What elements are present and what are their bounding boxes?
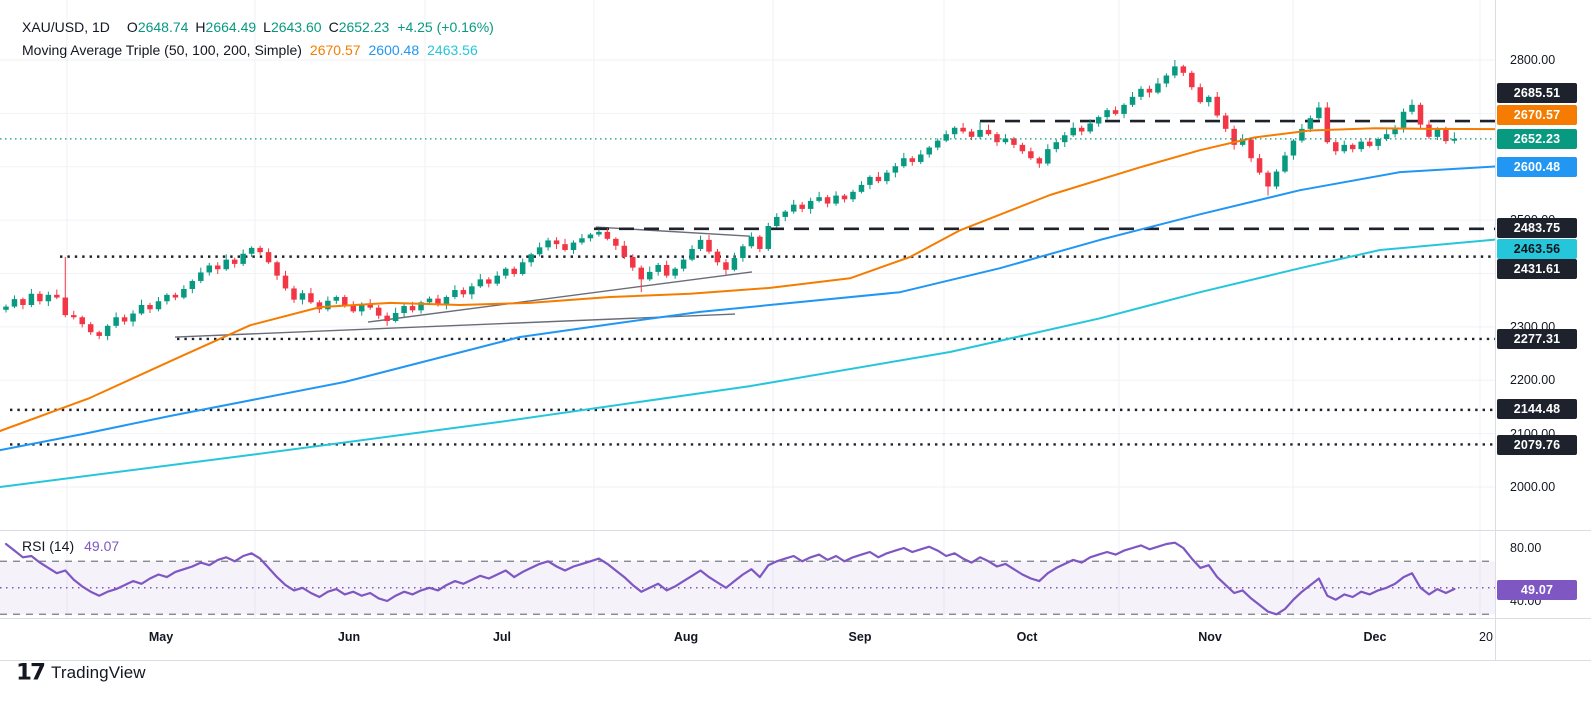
symbol-legend[interactable]: XAU/USD, 1D O2648.74 H2664.49 L2643.60 C2652… <box>22 16 494 62</box>
time-label-Dec: Dec <box>1363 630 1387 644</box>
time-label-Aug: Aug <box>673 630 699 644</box>
price-label-2600.48: 2600.48 <box>1497 157 1577 177</box>
rsi-indicator-title: RSI (14) <box>22 538 75 554</box>
time-label-May: May <box>148 630 174 644</box>
price-tick-2800.00: 2800.00 <box>1510 53 1556 67</box>
ohlc-value-C: 2652.23 <box>338 19 390 35</box>
price-tick-2200.00: 2200.00 <box>1510 373 1556 388</box>
ma-value-1: 2600.48 <box>368 42 420 58</box>
ohlc-value-L: 2643.60 <box>270 19 322 35</box>
rsi-tick-80.00: 80.00 <box>1510 541 1542 555</box>
price-label-2483.75: 2483.75 <box>1497 218 1577 238</box>
ohlc-value-O: 2648.74 <box>137 19 189 35</box>
rsi-value-label: 49.07 <box>1497 579 1577 600</box>
price-label-2277.31: 2277.31 <box>1497 329 1577 349</box>
tradingview-logo-icon: 17 <box>16 660 46 686</box>
ma-indicator-title: Moving Average Triple (50, 100, 200, Sim… <box>22 42 302 58</box>
ma-indicator-row: Moving Average Triple (50, 100, 200, Sim… <box>22 39 494 62</box>
ohlc-key-H: H <box>195 19 206 35</box>
symbol-title: XAU/USD, 1D <box>22 19 110 35</box>
ohlc-value-H: 2664.49 <box>205 19 257 35</box>
time-label-Sep: Sep <box>848 630 872 644</box>
ma-value-0: 2670.57 <box>309 42 361 58</box>
change-value: +4.25 (+0.16%) <box>397 19 494 35</box>
ohlc-key-L: L <box>263 19 271 35</box>
price-label-2144.48: 2144.48 <box>1497 399 1577 419</box>
ohlc-key-C: C <box>328 19 339 35</box>
rsi-indicator-legend[interactable]: RSI (14) 49.07 <box>22 538 119 554</box>
price-label-2652.23: 2652.23 <box>1497 128 1577 149</box>
price-label-2685.51: 2685.51 <box>1497 83 1577 103</box>
price-label-2670.57: 2670.57 <box>1497 105 1577 125</box>
time-label-20: 20 <box>1479 630 1493 644</box>
time-label-Jun: Jun <box>337 630 361 644</box>
ohlc-row: XAU/USD, 1D O2648.74 H2664.49 L2643.60 C2652… <box>22 16 494 39</box>
rsi-indicator-value: 49.07 <box>84 538 120 554</box>
ma-value-2: 2463.56 <box>427 42 478 58</box>
time-label-Nov: Nov <box>1198 630 1222 644</box>
price-label-2431.61: 2431.61 <box>1497 259 1577 279</box>
time-label-Jul: Jul <box>492 630 512 644</box>
tradingview-logo[interactable]: 17 TradingView <box>16 660 146 686</box>
price-label-2463.56: 2463.56 <box>1497 239 1577 259</box>
ohlc-key-O: O <box>126 19 138 35</box>
price-label-2079.76: 2079.76 <box>1497 435 1577 455</box>
time-label-Oct: Oct <box>1016 630 1038 644</box>
price-tick-2000.00: 2000.00 <box>1510 480 1556 494</box>
tradingview-logo-text: TradingView <box>51 663 146 682</box>
